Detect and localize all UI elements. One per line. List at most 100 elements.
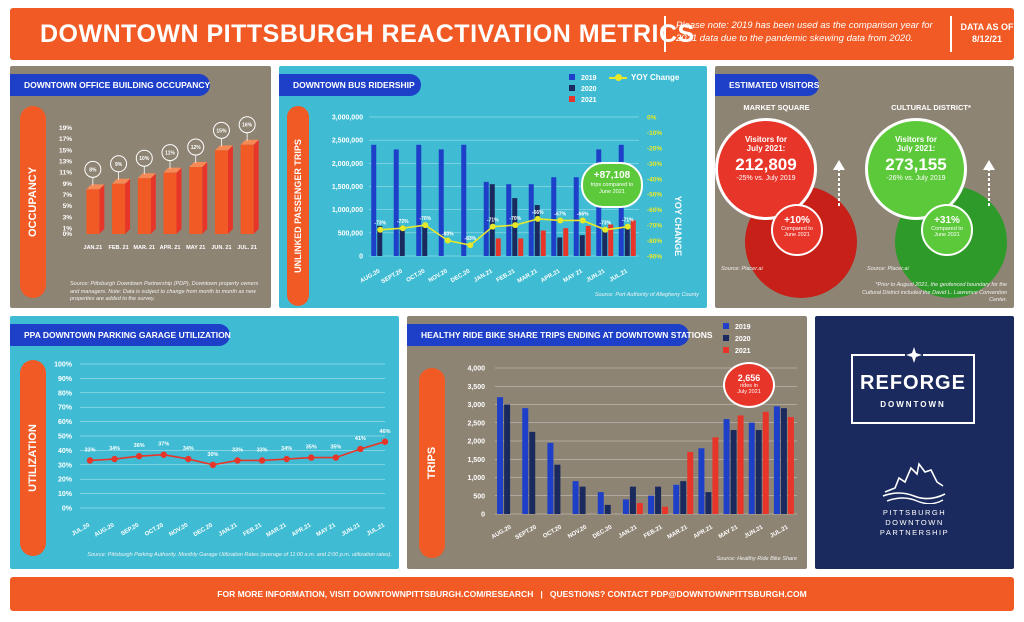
bike-ytick-label: 4,000 — [467, 366, 485, 373]
bike-xtick-label: JAN.21 — [618, 524, 639, 540]
legend-2019: 2019 — [569, 74, 597, 82]
bike-source: Source: Healthy Ride Bike Share — [716, 556, 797, 562]
bus-bar-2021 — [608, 224, 614, 256]
bike-share-chart: 4,0003,5003,0002,5002,0001,5001,0005000A… — [467, 366, 797, 541]
bus-yoy-point — [557, 217, 564, 224]
bus-yoy-label: -70% — [419, 216, 431, 222]
bus-ytick-label: 1,000,000 — [332, 207, 363, 214]
parking-point — [332, 454, 340, 461]
bus-y2tick-label: 0% — [647, 115, 657, 122]
cultural-small-circle: +31% Compared to June 2021 — [921, 204, 973, 256]
bus-xtick-label: FEB.21 — [496, 268, 517, 284]
office-label-circle — [110, 155, 128, 173]
office-data-label: 8% — [89, 167, 97, 173]
parking-ytick-label: 30% — [58, 462, 73, 469]
bus-y2tick-label: -70% — [647, 223, 662, 230]
market-small-line2: June 2021 — [784, 232, 810, 238]
bus-yoy-label: -66% — [577, 211, 589, 217]
office-xtick-label: APR. 21 — [160, 245, 181, 251]
bus-y2tick-label: -30% — [647, 161, 662, 168]
bike-bar-2019 — [497, 397, 504, 514]
bike-xtick-label: SEPT.20 — [515, 524, 539, 541]
office-bar — [240, 144, 254, 234]
bike-xtick-label: JUN.21 — [744, 524, 765, 540]
office-bar-side — [227, 145, 233, 234]
bus-yoy-label: -70% — [509, 216, 521, 222]
office-ytick-label: 13% — [59, 158, 72, 165]
office-xtick-label: MAY 21 — [186, 245, 205, 251]
parking-point — [308, 454, 315, 461]
bus-yoy-point — [602, 226, 609, 233]
bus-yoy-point — [624, 223, 631, 230]
parking-data-label: 46% — [379, 429, 390, 435]
bus-xtick-label: NOV.20 — [428, 268, 450, 284]
bus-yoy-point — [512, 222, 519, 229]
reforge-subtitle: DOWNTOWN — [880, 400, 946, 409]
parking-xtick-label: AUG.20 — [94, 522, 116, 538]
bike-ytick-label: 3,000 — [467, 402, 485, 409]
bike-bar-2019 — [622, 499, 629, 514]
office-label-circle — [212, 121, 230, 139]
office-data-label: 9% — [115, 162, 123, 168]
office-ytick-label: 17% — [59, 136, 72, 143]
bus-yoy-label: -72% — [397, 219, 409, 225]
bus-xtick-label: MAR.21 — [517, 268, 540, 285]
market-source: Source: Placer.ai — [721, 266, 763, 272]
bus-xtick-label: JUL.21 — [609, 268, 630, 283]
bike-legend-2021: 2021 — [723, 347, 751, 355]
office-label-circle — [187, 138, 205, 156]
bike-bar-2021 — [662, 506, 669, 514]
parking-point — [357, 445, 364, 453]
office-ylabel: OCCUPANCY — [20, 106, 46, 298]
bike-title: HEALTHY RIDE BIKE SHARE TRIPS ENDING AT … — [407, 324, 713, 346]
footer-text[interactable]: FOR MORE INFORMATION, VISIT DOWNTOWNPITT… — [217, 589, 807, 599]
office-ytick-label: 7% — [63, 192, 73, 199]
office-bar-side — [253, 139, 259, 234]
office-bar-side — [176, 167, 182, 234]
office-ytick-label: 11% — [59, 170, 72, 177]
parking-data-label: 34% — [183, 446, 194, 452]
bus-y2tick-label: -60% — [647, 207, 662, 214]
bus-bar-2019 — [371, 144, 377, 256]
bike-bar-2021 — [687, 451, 694, 514]
data-as-of-label: DATA AS OF — [960, 22, 1014, 32]
bike-xtick-label: NOV.20 — [567, 524, 589, 540]
parking-point — [185, 455, 192, 463]
bike-callout-line2: July 2021 — [737, 389, 761, 395]
bus-xtick-label: JUN.21 — [586, 268, 607, 284]
parking-xtick-label: MAR.21 — [266, 522, 289, 539]
bike-callout: 2,656 rides in July 2021 — [723, 362, 775, 408]
parking-point — [209, 461, 217, 468]
parking-xtick-label: SEP.20 — [120, 522, 141, 537]
bus-ytick-label: 2,000,000 — [332, 161, 363, 168]
office-ytick-label: 5% — [63, 203, 73, 210]
parking-ytick-label: 100% — [54, 362, 73, 369]
bus-yoy-label: -67% — [554, 211, 566, 217]
bike-bar-2020 — [579, 486, 586, 514]
parking-ytick-label: 80% — [58, 390, 73, 397]
cultural-up-arrow-icon — [983, 160, 995, 206]
bus-bar-2020 — [489, 184, 495, 256]
parking-data-label: 34% — [109, 446, 120, 452]
parking-source: Source: Pittsburgh Parking Authority. Mo… — [87, 552, 392, 558]
bike-bar-2019 — [572, 481, 579, 514]
visitors-panel: ESTIMATED VISITORS MARKET SQUARE CULTURA… — [715, 66, 1014, 308]
market-line1: Visitors for — [744, 135, 788, 144]
bus-y2tick-label: -10% — [647, 130, 662, 137]
bus-y2tick-label: -20% — [647, 145, 662, 152]
bus-bar-2019 — [573, 177, 579, 256]
header-banner: DOWNTOWN PITTSBURGH REACTIVATION METRICS… — [10, 8, 1014, 60]
bus-yoy-point — [579, 217, 586, 224]
header-divider — [664, 16, 666, 52]
bus-y2tick-label: -90% — [647, 254, 662, 261]
bike-bar-2020 — [604, 504, 611, 514]
parking-ytick-label: 50% — [58, 434, 73, 441]
bike-bar-2019 — [748, 422, 755, 514]
bike-bar-2020 — [554, 464, 561, 514]
bus-ytick-label: 500,000 — [338, 230, 363, 237]
pdp-line3: PARTNERSHIP — [879, 527, 950, 537]
office-data-label: 12% — [191, 145, 202, 151]
bus-yoy-point — [399, 225, 406, 232]
bike-xtick-label: OCT.20 — [542, 524, 563, 540]
bus-bar-2019 — [483, 181, 489, 256]
